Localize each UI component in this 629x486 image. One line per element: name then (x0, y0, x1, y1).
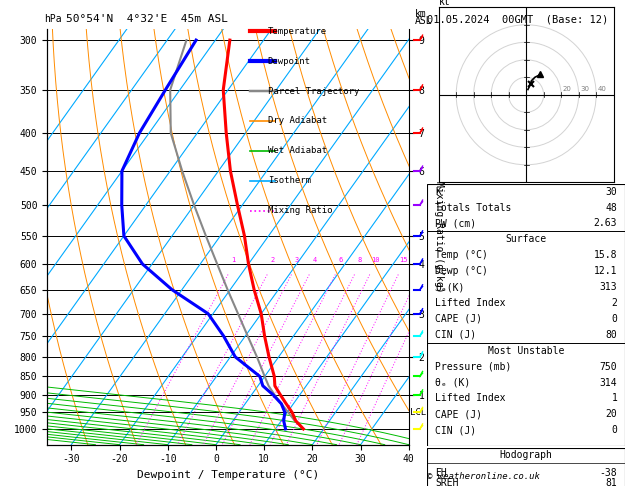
Text: 750: 750 (599, 362, 617, 372)
Text: hPa: hPa (44, 14, 62, 24)
Text: 50°54'N  4°32'E  45m ASL: 50°54'N 4°32'E 45m ASL (66, 14, 228, 24)
Text: ASL: ASL (415, 16, 433, 26)
Text: 314: 314 (599, 378, 617, 387)
Text: Lifted Index: Lifted Index (435, 298, 506, 308)
Text: 313: 313 (599, 282, 617, 292)
Text: 01.05.2024  00GMT  (Base: 12): 01.05.2024 00GMT (Base: 12) (427, 14, 608, 24)
Text: © weatheronline.co.uk: © weatheronline.co.uk (427, 472, 540, 481)
Text: 2.63: 2.63 (594, 219, 617, 228)
Text: 15: 15 (399, 257, 408, 263)
Text: kt: kt (438, 0, 450, 7)
Text: Pressure (mb): Pressure (mb) (435, 362, 511, 372)
Text: Dewp (°C): Dewp (°C) (435, 266, 488, 276)
Text: 20: 20 (563, 87, 572, 92)
Text: 1: 1 (231, 257, 236, 263)
Text: Isotherm: Isotherm (268, 176, 311, 185)
Text: 0: 0 (611, 425, 617, 435)
Text: 40: 40 (598, 87, 607, 92)
Text: CAPE (J): CAPE (J) (435, 409, 482, 419)
Text: Parcel Trajectory: Parcel Trajectory (268, 87, 359, 96)
Text: Temperature: Temperature (268, 27, 327, 36)
Text: 20: 20 (606, 409, 617, 419)
Text: Temp (°C): Temp (°C) (435, 250, 488, 260)
Text: EH: EH (435, 468, 447, 478)
X-axis label: Dewpoint / Temperature (°C): Dewpoint / Temperature (°C) (137, 470, 319, 480)
Text: 2: 2 (611, 298, 617, 308)
Text: Most Unstable: Most Unstable (488, 346, 564, 356)
Text: θₑ (K): θₑ (K) (435, 378, 470, 387)
Text: PW (cm): PW (cm) (435, 219, 476, 228)
Text: 1: 1 (611, 394, 617, 403)
Text: Surface: Surface (506, 234, 547, 244)
Text: CIN (J): CIN (J) (435, 330, 476, 340)
Text: Wet Adiabat: Wet Adiabat (268, 146, 327, 156)
Text: 4: 4 (313, 257, 317, 263)
Text: θₑ(K): θₑ(K) (435, 282, 464, 292)
Text: 30: 30 (581, 87, 589, 92)
Text: Dewpoint: Dewpoint (268, 57, 311, 66)
Text: 0: 0 (611, 314, 617, 324)
Text: 30: 30 (606, 187, 617, 197)
Text: K: K (435, 187, 441, 197)
Text: km: km (415, 9, 427, 19)
Text: LCL: LCL (410, 408, 426, 417)
Text: 81: 81 (606, 478, 617, 486)
Text: Hodograph: Hodograph (499, 451, 553, 460)
Text: 15.8: 15.8 (594, 250, 617, 260)
Text: 6: 6 (338, 257, 343, 263)
Text: 2: 2 (270, 257, 275, 263)
Text: 3: 3 (295, 257, 299, 263)
Text: CAPE (J): CAPE (J) (435, 314, 482, 324)
Text: 80: 80 (606, 330, 617, 340)
Text: 48: 48 (606, 203, 617, 212)
Text: 12.1: 12.1 (594, 266, 617, 276)
Text: 8: 8 (358, 257, 362, 263)
Text: Mixing Ratio: Mixing Ratio (268, 206, 332, 215)
Text: CIN (J): CIN (J) (435, 425, 476, 435)
Y-axis label: Mixing Ratio (g/kg): Mixing Ratio (g/kg) (434, 181, 444, 293)
Text: -38: -38 (599, 468, 617, 478)
Text: 10: 10 (370, 257, 379, 263)
Text: SREH: SREH (435, 478, 459, 486)
Text: Lifted Index: Lifted Index (435, 394, 506, 403)
Text: Totals Totals: Totals Totals (435, 203, 511, 212)
Text: Dry Adiabat: Dry Adiabat (268, 117, 327, 125)
